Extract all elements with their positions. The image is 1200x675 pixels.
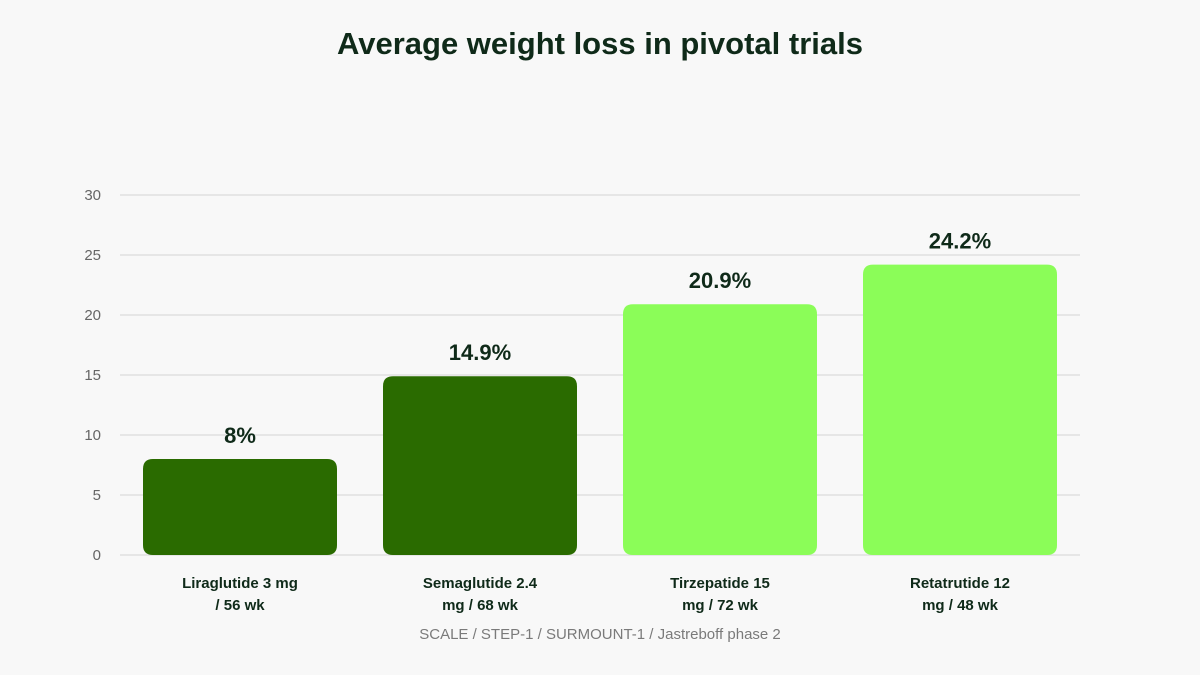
bar (863, 264, 1057, 555)
x-tick-label-line: / 56 wk (215, 597, 265, 614)
y-tick-label: 0 (93, 547, 101, 564)
y-tick-label: 25 (84, 247, 101, 264)
x-tick-label: Semaglutide 2.4 mg / 68 wk (423, 575, 538, 614)
x-tick-label-line: Semaglutide 2.4 (423, 575, 538, 592)
chart-source-note: SCALE / STEP-1 / SURMOUNT-1 / Jastreboff… (419, 626, 781, 643)
data-label: 20.9% (689, 268, 751, 293)
bars (143, 264, 1057, 555)
data-label: 14.9% (449, 340, 511, 365)
data-label: 8% (224, 423, 256, 448)
y-tick-label: 30 (84, 187, 101, 204)
x-tick-label-line: Tirzepatide 15 (670, 575, 770, 592)
x-tick-label-line: mg / 72 wk (682, 597, 759, 614)
x-tick-label-line: Retatrutide 12 (910, 575, 1010, 592)
data-label: 24.2% (929, 229, 991, 254)
y-axis-ticks: 0 5 10 15 20 25 30 (84, 187, 101, 564)
x-axis-labels: Liraglutide 3 mg / 56 wk Semaglutide 2.4 mg… (182, 575, 1010, 614)
x-tick-label: Retatrutide 12 mg / 48 wk (910, 575, 1010, 614)
x-tick-label: Tirzepatide 15 mg / 72 wk (670, 575, 770, 614)
bar (623, 304, 817, 555)
x-tick-label-line: mg / 68 wk (442, 597, 519, 614)
x-tick-label-line: Liraglutide 3 mg (182, 575, 298, 592)
bar (143, 459, 337, 555)
chart-title: Average weight loss in pivotal trials (336, 26, 863, 61)
bar (383, 376, 577, 555)
y-tick-label: 15 (84, 367, 101, 384)
y-tick-label: 5 (93, 487, 101, 504)
x-tick-label-line: mg / 48 wk (922, 597, 999, 614)
data-labels: 8% 14.9% 20.9% 24.2% (224, 229, 991, 448)
x-tick-label: Liraglutide 3 mg / 56 wk (182, 575, 298, 614)
y-tick-label: 10 (84, 427, 101, 444)
y-tick-label: 20 (84, 307, 101, 324)
